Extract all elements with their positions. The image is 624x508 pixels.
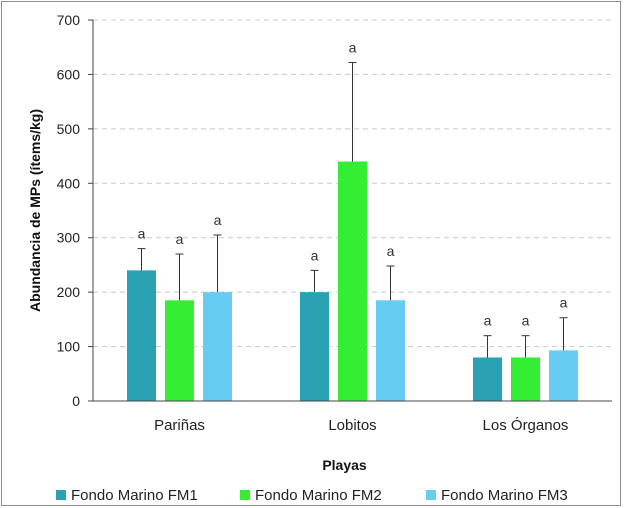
legend: Fondo Marino FM1 Fondo Marino FM2 Fondo Ma… <box>56 487 568 504</box>
bar <box>300 292 329 401</box>
legend-label: Fondo Marino FM3 <box>441 487 568 504</box>
y-axis-ticks: 0 100 200 300 400 500 600 700 <box>57 12 93 409</box>
legend-label: Fondo Marino FM2 <box>255 487 382 504</box>
data-label: a <box>311 247 319 263</box>
bar <box>511 357 540 401</box>
data-label: a <box>349 39 357 55</box>
bar <box>473 357 502 401</box>
y-tick-label: 500 <box>57 121 81 137</box>
y-tick-label: 100 <box>57 339 81 355</box>
x-tick-label: Los Órganos <box>483 417 569 434</box>
bars <box>127 161 578 401</box>
data-label: a <box>214 212 222 228</box>
data-label: a <box>522 313 530 329</box>
y-axis-title: Abundancia de MPs (ítems/kg) <box>27 109 43 312</box>
y-tick-label: 600 <box>57 66 81 82</box>
bar <box>338 161 367 401</box>
data-label: a <box>387 243 395 259</box>
error-bars <box>137 61 568 358</box>
bar <box>127 270 156 401</box>
y-tick-label: 0 <box>72 393 80 409</box>
data-label: a <box>138 226 146 242</box>
y-tick-label: 700 <box>57 12 81 28</box>
legend-swatch <box>56 490 66 500</box>
legend-swatch <box>240 490 250 500</box>
data-label: a <box>560 295 568 311</box>
y-tick-label: 200 <box>57 284 81 300</box>
x-tick-label: Lobitos <box>328 417 376 434</box>
bar <box>203 292 232 401</box>
y-tick-label: 300 <box>57 230 81 246</box>
data-labels: a a a a a a a a a <box>138 39 568 328</box>
bar <box>549 350 578 401</box>
bar <box>376 300 405 401</box>
legend-label: Fondo Marino FM1 <box>71 487 198 504</box>
bar <box>165 300 194 401</box>
data-label: a <box>484 313 492 329</box>
legend-swatch <box>426 490 436 500</box>
y-tick-label: 400 <box>57 175 81 191</box>
x-axis-ticks: Pariñas Lobitos Los Órganos <box>154 417 568 434</box>
data-label: a <box>176 231 184 247</box>
x-axis-title: Playas <box>322 457 367 473</box>
x-tick-label: Pariñas <box>154 417 205 434</box>
